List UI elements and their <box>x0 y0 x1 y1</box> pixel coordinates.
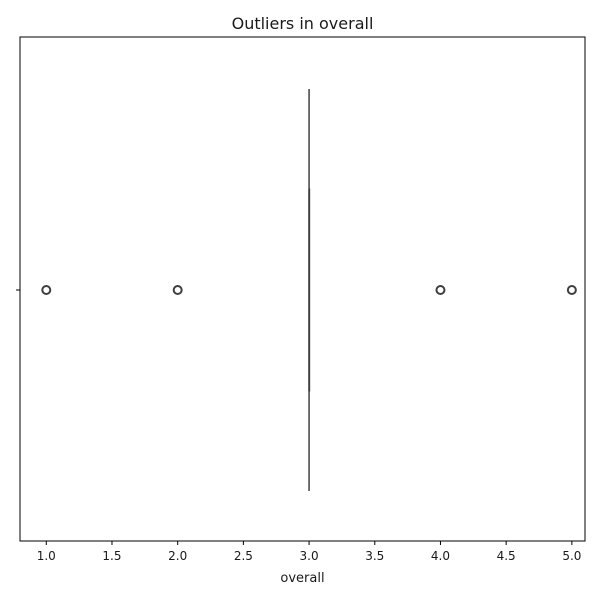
x-tick-label: 2.0 <box>168 549 187 563</box>
x-axis-label: overall <box>280 571 324 586</box>
x-axis-ticks: 1.0 1.5 2.0 2.5 3.0 3.5 4.0 4.5 5.0 <box>37 541 581 563</box>
outlier-point <box>566 285 577 295</box>
outlier-point <box>41 285 52 295</box>
x-tick-label: 4.5 <box>497 549 516 563</box>
chart-title: Outliers in overall <box>232 14 374 33</box>
x-tick-label: 2.5 <box>234 549 253 563</box>
x-tick-label: 1.0 <box>37 549 56 563</box>
x-tick-label: 5.0 <box>562 549 581 563</box>
x-tick-label: 1.5 <box>102 549 121 563</box>
outlier-point <box>172 285 183 295</box>
outlier-point <box>435 285 446 295</box>
plot-area-frame <box>19 36 586 542</box>
x-tick-label: 4.0 <box>431 549 450 563</box>
x-tick-label: 3.0 <box>300 549 319 563</box>
boxplot-group <box>41 89 577 491</box>
x-tick-label: 3.5 <box>365 549 384 563</box>
